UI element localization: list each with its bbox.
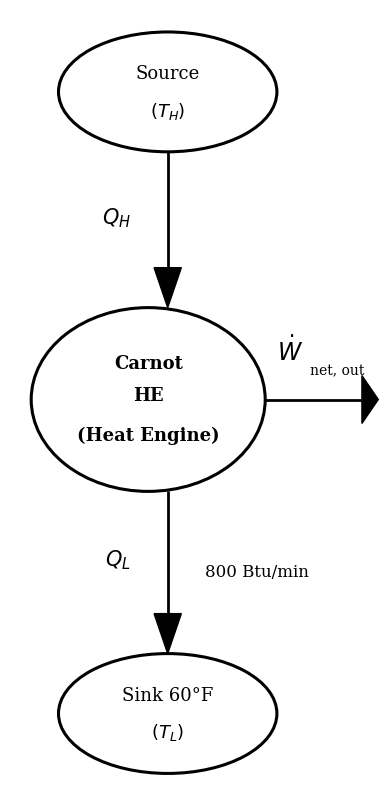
Ellipse shape — [31, 308, 265, 491]
Polygon shape — [362, 376, 378, 423]
Text: Source: Source — [136, 66, 200, 83]
Ellipse shape — [58, 32, 277, 152]
Text: $Q_H$: $Q_H$ — [102, 206, 131, 229]
Text: 800 Btu/min: 800 Btu/min — [205, 564, 308, 581]
Text: $\dot{W}$: $\dot{W}$ — [277, 336, 303, 367]
Ellipse shape — [58, 654, 277, 773]
Text: net, out: net, out — [310, 364, 364, 379]
Text: Sink 60°F: Sink 60°F — [122, 687, 213, 705]
Polygon shape — [154, 614, 181, 654]
Polygon shape — [154, 268, 181, 308]
Text: HE: HE — [133, 387, 163, 404]
Text: Carnot: Carnot — [114, 355, 183, 372]
Text: $(T_H)$: $(T_H)$ — [150, 101, 185, 121]
Text: $(T_L)$: $(T_L)$ — [151, 722, 184, 743]
Text: (Heat Engine): (Heat Engine) — [77, 427, 220, 444]
Text: $Q_L$: $Q_L$ — [105, 549, 131, 572]
